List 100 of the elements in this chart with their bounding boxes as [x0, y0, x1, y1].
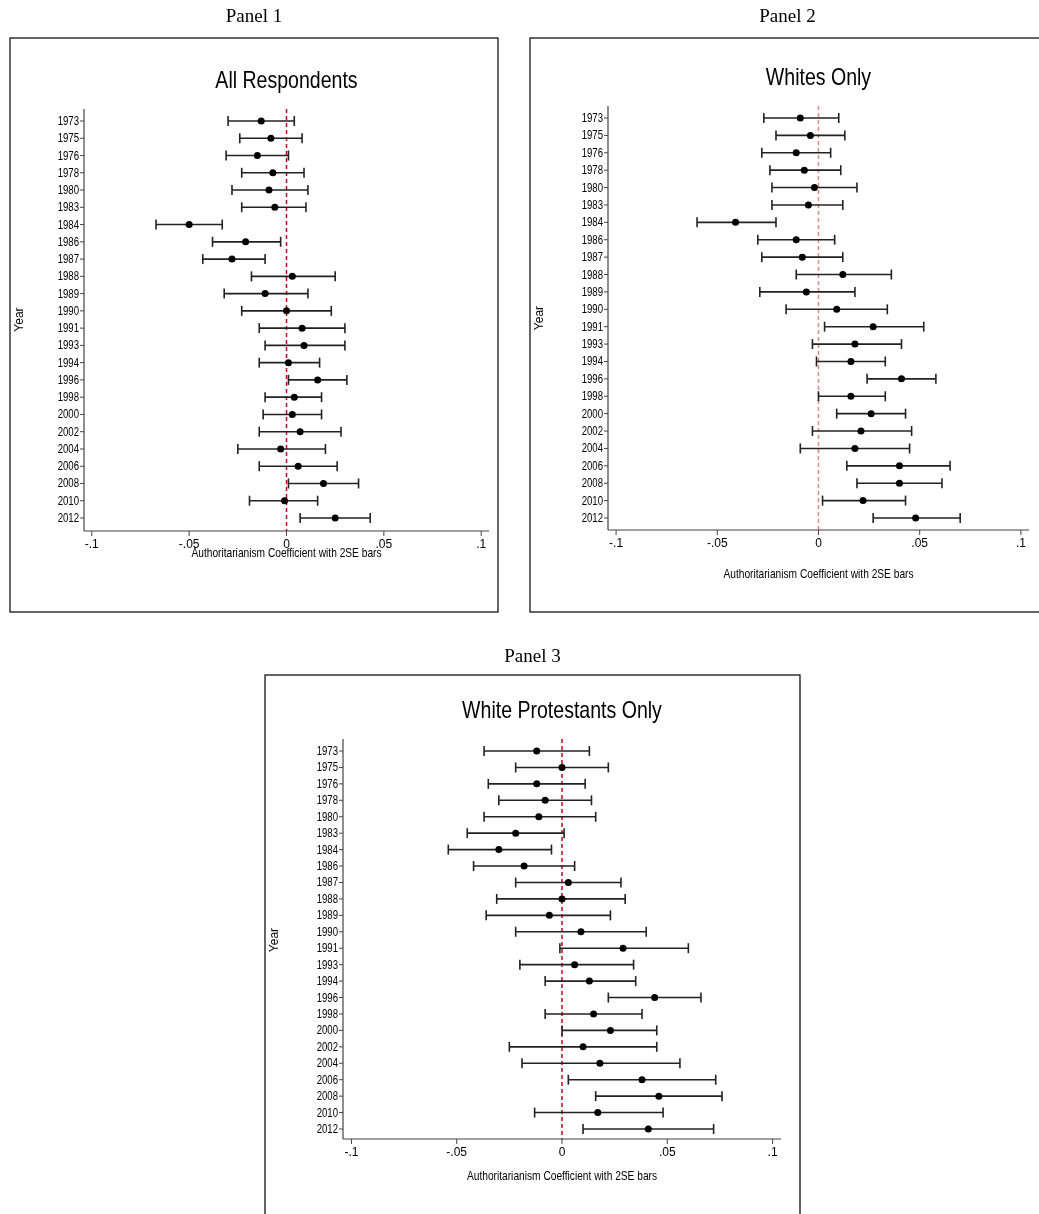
- point: [294, 462, 302, 470]
- x-tick-label: .05: [911, 536, 929, 550]
- y-tick-label: 1987: [316, 875, 338, 889]
- point: [283, 307, 290, 315]
- y-tick-label: 1980: [316, 809, 338, 823]
- point: [267, 134, 275, 142]
- point: [590, 1010, 598, 1018]
- y-tick-label: 1991: [57, 321, 79, 335]
- point: [571, 961, 579, 969]
- y-tick-label: 1994: [316, 974, 338, 988]
- chart-subtitle: White Protestants Only: [462, 697, 663, 724]
- point: [257, 117, 265, 125]
- y-tick-label: 1973: [581, 110, 603, 125]
- y-tick-label: 2012: [57, 510, 79, 525]
- point: [320, 479, 327, 487]
- y-tick-label: 1994: [57, 355, 79, 369]
- x-tick-label: -.1: [609, 536, 624, 550]
- y-tick-label: 1978: [57, 165, 79, 179]
- point: [228, 255, 236, 263]
- point: [619, 944, 627, 952]
- y-tick-label: 1980: [57, 183, 79, 197]
- y-tick-label: 2012: [316, 1121, 338, 1136]
- point: [545, 911, 553, 919]
- y-tick-label: 1996: [57, 372, 79, 387]
- x-tick-label: .1: [1015, 536, 1027, 550]
- y-tick-label: 2004: [57, 441, 79, 456]
- y-tick-label: 1989: [316, 908, 338, 922]
- point: [798, 253, 806, 261]
- y-tick-label: 1988: [316, 891, 338, 906]
- y-tick-label: 1990: [316, 924, 338, 938]
- x-tick-label: -.05: [446, 1145, 468, 1159]
- point: [802, 288, 810, 296]
- point: [655, 1092, 663, 1100]
- chart-title: Panel 2: [759, 5, 816, 26]
- point: [594, 1109, 602, 1117]
- point: [281, 497, 289, 505]
- point: [651, 994, 659, 1002]
- y-tick-label: 1973: [57, 113, 79, 128]
- y-tick-label: 2002: [581, 424, 603, 438]
- point: [638, 1076, 646, 1084]
- y-tick-label: 1988: [581, 267, 603, 281]
- x-axis-title: Authoritarianism Coefficient with 2SE bars: [466, 1169, 658, 1183]
- y-tick-label: 2010: [316, 1105, 338, 1119]
- y-axis-title: Year: [12, 307, 26, 332]
- point: [596, 1059, 604, 1067]
- point: [895, 479, 903, 487]
- y-tick-label: 1991: [316, 941, 338, 955]
- point: [839, 271, 847, 279]
- y-tick-label: 2004: [581, 441, 603, 455]
- point: [833, 305, 841, 313]
- x-tick-label: -.1: [344, 1145, 359, 1159]
- point: [288, 272, 296, 280]
- point: [804, 201, 812, 209]
- y-tick-label: 1978: [316, 793, 338, 807]
- y-tick-label: 1983: [57, 200, 79, 214]
- point: [800, 166, 808, 174]
- point: [847, 357, 855, 365]
- point: [284, 359, 292, 367]
- x-tick-label: .1: [476, 537, 487, 551]
- point: [851, 340, 859, 348]
- point: [806, 131, 814, 139]
- point: [269, 169, 277, 177]
- y-axis-title: Year: [267, 927, 281, 953]
- y-tick-label: 1975: [581, 128, 603, 142]
- y-tick-label: 1989: [581, 284, 603, 299]
- point: [253, 152, 261, 160]
- point: [796, 114, 804, 122]
- point: [558, 763, 566, 771]
- x-tick-label: -.05: [706, 536, 728, 550]
- point: [185, 221, 193, 229]
- y-tick-label: 1975: [57, 131, 79, 145]
- point: [606, 1026, 614, 1034]
- y-tick-label: 1984: [57, 217, 79, 231]
- x-tick-label: .1: [767, 1145, 778, 1159]
- y-tick-label: 1990: [57, 303, 79, 318]
- chart-title: Panel 1: [225, 5, 283, 26]
- y-tick-label: 2006: [581, 458, 603, 473]
- y-tick-label: 1993: [581, 337, 603, 351]
- y-axis-title: Year: [532, 305, 546, 331]
- y-tick-label: 1993: [316, 957, 338, 971]
- y-tick-label: 1975: [316, 760, 338, 774]
- y-tick-label: 2002: [57, 424, 79, 438]
- point: [869, 323, 877, 331]
- chart-subtitle: Whites Only: [765, 64, 872, 91]
- point: [541, 796, 549, 804]
- y-tick-label: 2008: [57, 476, 79, 490]
- y-tick-label: 1998: [316, 1006, 338, 1021]
- point: [851, 444, 859, 452]
- y-tick-label: 1986: [57, 234, 79, 249]
- point: [792, 236, 800, 244]
- point: [512, 829, 520, 837]
- point: [277, 445, 285, 453]
- y-tick-label: 2006: [57, 459, 79, 473]
- x-tick-label: 0: [558, 1145, 566, 1159]
- y-tick-label: 1986: [581, 232, 603, 246]
- y-tick-label: 1986: [316, 859, 338, 873]
- y-tick-label: 1983: [316, 826, 338, 840]
- y-tick-label: 1976: [57, 148, 79, 162]
- point: [331, 514, 339, 522]
- y-tick-label: 1989: [57, 286, 79, 300]
